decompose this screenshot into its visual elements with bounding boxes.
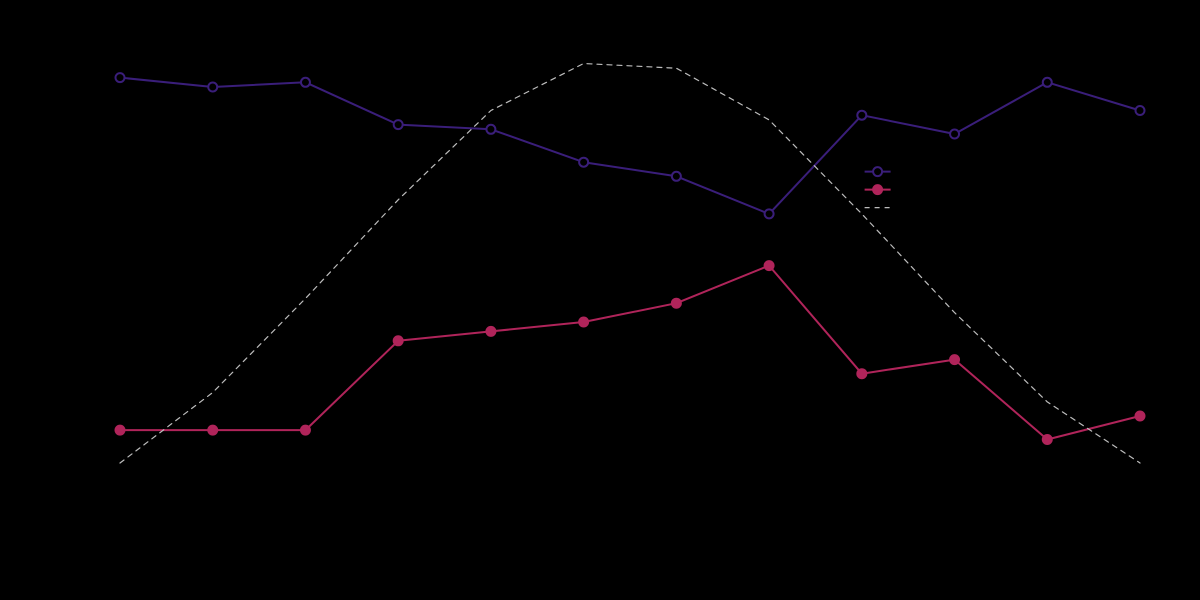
line-chart	[0, 0, 1200, 600]
